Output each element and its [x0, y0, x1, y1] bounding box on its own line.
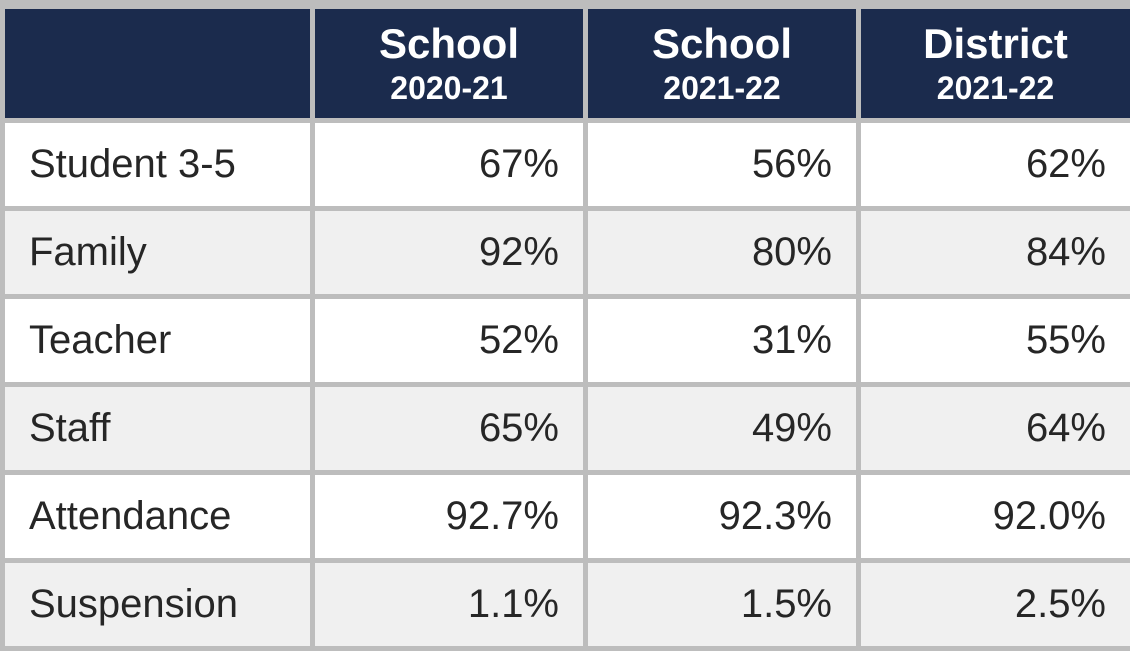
table-container: School 2020-21 School 2021-22 District 2…	[0, 0, 1130, 645]
cell-value: 92%	[313, 209, 586, 297]
cell-value: 64%	[859, 385, 1130, 473]
cell-value: 80%	[586, 209, 859, 297]
cell-value: 92.0%	[859, 473, 1130, 561]
cell-value: 1.5%	[586, 561, 859, 649]
cell-value: 84%	[859, 209, 1130, 297]
row-label: Family	[3, 209, 313, 297]
cell-value: 56%	[586, 121, 859, 209]
header-title: School	[339, 20, 559, 68]
cell-value: 92.7%	[313, 473, 586, 561]
table-row: Attendance 92.7% 92.3% 92.0%	[3, 473, 1130, 561]
header-col-2: School 2021-22	[586, 7, 859, 121]
header-col-3: District 2021-22	[859, 7, 1130, 121]
table-row: Family 92% 80% 84%	[3, 209, 1130, 297]
cell-value: 62%	[859, 121, 1130, 209]
cell-value: 65%	[313, 385, 586, 473]
row-label: Suspension	[3, 561, 313, 649]
header-title: District	[885, 20, 1106, 68]
header-title: School	[612, 20, 832, 68]
cell-value: 52%	[313, 297, 586, 385]
row-label: Staff	[3, 385, 313, 473]
header-subtitle: 2020-21	[339, 70, 559, 107]
cell-value: 92.3%	[586, 473, 859, 561]
header-col-1: School 2020-21	[313, 7, 586, 121]
cell-value: 55%	[859, 297, 1130, 385]
header-subtitle: 2021-22	[885, 70, 1106, 107]
table-row: Teacher 52% 31% 55%	[3, 297, 1130, 385]
header-corner	[3, 7, 313, 121]
table-row: Staff 65% 49% 64%	[3, 385, 1130, 473]
row-label: Student 3-5	[3, 121, 313, 209]
table-row: Student 3-5 67% 56% 62%	[3, 121, 1130, 209]
table-row: Suspension 1.1% 1.5% 2.5%	[3, 561, 1130, 649]
cell-value: 1.1%	[313, 561, 586, 649]
metrics-table: School 2020-21 School 2021-22 District 2…	[0, 4, 1130, 651]
cell-value: 2.5%	[859, 561, 1130, 649]
header-subtitle: 2021-22	[612, 70, 832, 107]
table-header-row: School 2020-21 School 2021-22 District 2…	[3, 7, 1130, 121]
cell-value: 31%	[586, 297, 859, 385]
row-label: Teacher	[3, 297, 313, 385]
row-label: Attendance	[3, 473, 313, 561]
cell-value: 49%	[586, 385, 859, 473]
cell-value: 67%	[313, 121, 586, 209]
